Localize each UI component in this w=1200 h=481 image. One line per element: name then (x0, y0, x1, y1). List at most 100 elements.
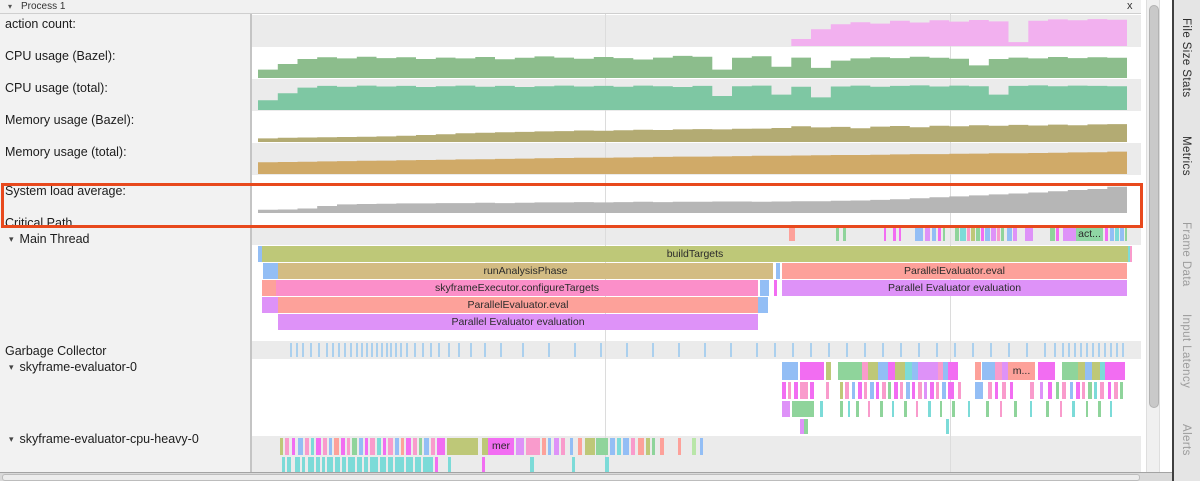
trace-slice[interactable] (1030, 401, 1032, 417)
trace-slice[interactable] (610, 438, 615, 455)
trace-slice[interactable] (810, 382, 814, 399)
trace-slice[interactable] (605, 457, 609, 472)
gc-event-tick[interactable] (390, 343, 392, 357)
trace-slice[interactable] (1056, 227, 1059, 241)
trace-slice[interactable] (943, 362, 948, 380)
gc-event-tick[interactable] (1074, 343, 1076, 357)
trace-slice[interactable] (617, 438, 621, 455)
trace-slice[interactable] (904, 401, 907, 417)
trace-slice[interactable] (848, 401, 850, 417)
trace-slice[interactable] (1048, 382, 1052, 399)
trace-slice-skyframeexecutor-configuretargets[interactable]: skyframeExecutor.configureTargets (276, 280, 758, 296)
trace-slice[interactable] (1110, 227, 1114, 241)
trace-slice[interactable] (383, 438, 386, 455)
trace-slice[interactable] (938, 227, 941, 241)
trace-slice[interactable] (1063, 227, 1077, 241)
process-header[interactable]: ▾ Process 1 x (0, 0, 1141, 14)
gc-event-tick[interactable] (290, 343, 292, 357)
trace-slice[interactable] (1100, 362, 1105, 380)
trace-slice[interactable] (982, 362, 995, 380)
trace-slice[interactable] (988, 382, 992, 399)
trace-slice[interactable] (975, 362, 981, 380)
trace-slice[interactable] (660, 438, 664, 455)
trace-slice[interactable] (370, 438, 375, 455)
gc-event-tick[interactable] (386, 343, 388, 357)
track-label-cpu-usage-total[interactable]: CPU usage (total): (5, 81, 108, 95)
trace-slice[interactable] (482, 457, 485, 472)
trace-slice[interactable] (623, 438, 629, 455)
trace-slice[interactable] (437, 438, 445, 455)
gc-event-tick[interactable] (864, 343, 866, 357)
trace-slice[interactable] (940, 401, 942, 417)
cpu-usage-total-chart[interactable] (258, 82, 1127, 110)
trace-slice[interactable] (758, 297, 768, 313)
trace-slice[interactable] (1060, 401, 1062, 417)
gc-event-tick[interactable] (1098, 343, 1100, 357)
trace-slice[interactable] (862, 362, 868, 380)
trace-slice[interactable] (858, 382, 862, 399)
trace-slice[interactable] (342, 457, 346, 472)
trace-slice[interactable] (554, 438, 559, 455)
trace-slice[interactable] (364, 457, 368, 472)
trace-slice[interactable] (1078, 362, 1085, 380)
gc-event-tick[interactable] (318, 343, 320, 357)
track-label-cpu-usage-bazel[interactable]: CPU usage (Bazel): (5, 49, 115, 63)
trace-slice[interactable] (700, 438, 703, 455)
track-label-memory-usage-bazel[interactable]: Memory usage (Bazel): (5, 113, 134, 127)
trace-slice[interactable] (646, 438, 650, 455)
gc-event-tick[interactable] (366, 343, 368, 357)
horizontal-scrollbar-thumb[interactable] (2, 474, 1140, 481)
trace-slice[interactable] (311, 438, 314, 455)
trace-slice[interactable] (905, 362, 912, 380)
trace-slice[interactable] (1046, 401, 1049, 417)
gc-event-tick[interactable] (1062, 343, 1064, 357)
trace-slice[interactable] (836, 227, 839, 241)
gc-event-tick[interactable] (310, 343, 312, 357)
gc-event-tick[interactable] (338, 343, 340, 357)
trace-slice[interactable] (1002, 382, 1006, 399)
gc-event-tick[interactable] (600, 343, 602, 357)
trace-slice[interactable] (852, 382, 855, 399)
track-label-critical-path[interactable]: Critical Path (5, 216, 72, 230)
gc-event-tick[interactable] (1054, 343, 1056, 357)
trace-slice[interactable] (347, 438, 350, 455)
gc-event-tick[interactable] (332, 343, 334, 357)
gc-event-tick[interactable] (422, 343, 424, 357)
trace-slice[interactable] (1062, 382, 1066, 399)
gc-event-tick[interactable] (774, 343, 776, 357)
trace-slice[interactable] (258, 246, 262, 262)
trace-slice-mer[interactable]: mer (488, 438, 514, 455)
trace-slice[interactable] (820, 401, 823, 417)
trace-slice[interactable] (692, 438, 696, 455)
trace-slice[interactable] (316, 457, 320, 472)
trace-slice-buildtargets[interactable]: buildTargets (262, 246, 1128, 262)
trace-slice[interactable] (365, 438, 368, 455)
trace-slice[interactable] (968, 401, 970, 417)
trace-slice[interactable] (948, 362, 958, 380)
trace-slice-runanalysisphase[interactable]: runAnalysisPhase (278, 263, 773, 279)
trace-slice[interactable] (652, 438, 655, 455)
tab-metrics[interactable]: Metrics (1180, 136, 1192, 176)
trace-slice[interactable] (395, 457, 404, 472)
tab-alerts[interactable]: Alerts (1180, 424, 1192, 456)
trace-slice[interactable] (516, 438, 524, 455)
trace-slice[interactable] (906, 382, 910, 399)
trace-slice[interactable] (888, 362, 895, 380)
trace-slice[interactable] (1030, 382, 1034, 399)
trace-slice[interactable] (585, 438, 595, 455)
track-label-memory-usage-total[interactable]: Memory usage (total): (5, 145, 127, 159)
trace-slice[interactable] (1128, 246, 1130, 262)
trace-slice[interactable] (1088, 382, 1092, 399)
trace-slice[interactable] (1094, 382, 1097, 399)
gc-event-tick[interactable] (406, 343, 408, 357)
trace-slice[interactable] (880, 401, 883, 417)
trace-slice[interactable] (946, 419, 949, 434)
trace-slice[interactable] (380, 457, 386, 472)
gc-event-tick[interactable] (1008, 343, 1010, 357)
gc-event-tick[interactable] (371, 343, 373, 357)
cpu-usage-bazel-chart[interactable] (258, 50, 1127, 78)
gc-event-tick[interactable] (376, 343, 378, 357)
gc-event-tick[interactable] (470, 343, 472, 357)
trace-slice[interactable] (760, 280, 769, 296)
trace-slice[interactable] (928, 401, 931, 417)
